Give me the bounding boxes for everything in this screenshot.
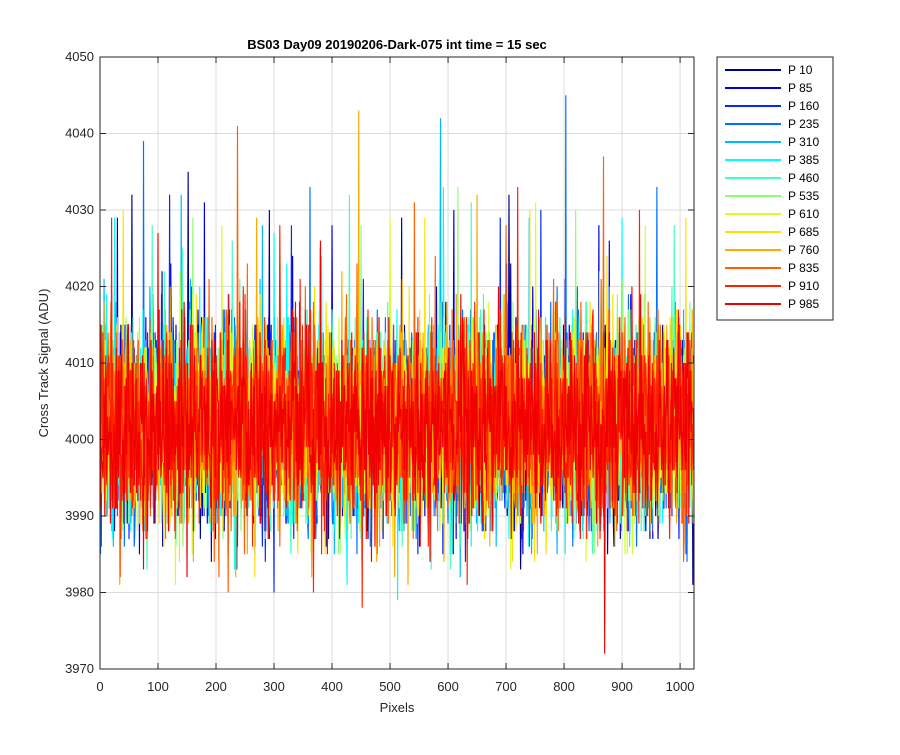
y-tick-label: 4030 (65, 202, 94, 217)
y-tick-label: 3990 (65, 508, 94, 523)
legend-label: P 910 (788, 279, 819, 293)
x-axis-label: Pixels (380, 700, 415, 715)
y-tick-label: 4000 (65, 432, 94, 447)
legend-item: P 10 (725, 63, 813, 77)
legend-label: P 10 (788, 63, 813, 77)
legend-label: P 685 (788, 225, 819, 239)
legend-label: P 160 (788, 99, 819, 113)
legend-label: P 535 (788, 189, 819, 203)
y-tick-label: 3970 (65, 661, 94, 676)
legend-item: P 460 (725, 171, 819, 185)
legend-item: P 85 (725, 81, 813, 95)
legend-label: P 460 (788, 171, 819, 185)
legend-item: P 535 (725, 189, 819, 203)
series-line-p-910 (100, 187, 694, 608)
x-tick-label: 300 (263, 679, 285, 694)
x-tick-label: 900 (611, 679, 633, 694)
legend-label: P 235 (788, 117, 819, 131)
y-tick-label: 4040 (65, 126, 94, 141)
x-tick-label: 600 (437, 679, 459, 694)
legend-item: P 760 (725, 243, 819, 257)
legend-item: P 835 (725, 261, 819, 275)
legend-item: P 160 (725, 99, 819, 113)
x-tick-label: 100 (147, 679, 169, 694)
legend-box (716, 56, 834, 321)
legend-label: P 610 (788, 207, 819, 221)
x-tick-label: 0 (96, 679, 103, 694)
legend-item: P 385 (725, 153, 819, 167)
legend-label: P 835 (788, 261, 819, 275)
legend-item: P 610 (725, 207, 819, 221)
legend-label: P 85 (788, 81, 813, 95)
x-tick-label: 500 (379, 679, 401, 694)
legend-item: P 985 (725, 297, 819, 311)
chart-title: BS03 Day09 20190206-Dark-075 int time = … (247, 37, 547, 52)
legend-label: P 385 (788, 153, 819, 167)
legend-item: P 310 (725, 135, 819, 149)
legend-label: P 310 (788, 135, 819, 149)
axis-ticks: 0 100 200 300 400 500 600 700 800 900 1000 3970 3980… (65, 49, 694, 694)
legend-label: P 760 (788, 243, 819, 257)
y-axis-label: Cross Track Signal (ADU) (36, 289, 51, 438)
legend-item: P 685 (725, 225, 819, 239)
y-tick-label: 4010 (65, 355, 94, 370)
legend-item: P 910 (725, 279, 819, 293)
y-tick-label: 4020 (65, 279, 94, 294)
series-line-p-985 (100, 232, 694, 654)
x-tick-label: 700 (495, 679, 517, 694)
x-tick-label: 400 (321, 679, 343, 694)
legend: P 10 P 85 P 160 P 235 P 310 P 385 P 460 P 535 P … (716, 56, 834, 321)
x-tick-label: 200 (205, 679, 227, 694)
x-tick-label: 1000 (666, 679, 695, 694)
x-tick-label: 800 (553, 679, 575, 694)
y-tick-label: 4050 (65, 49, 94, 64)
series-group (100, 95, 694, 654)
legend-label: P 985 (788, 297, 819, 311)
legend-item: P 235 (725, 117, 819, 131)
y-tick-label: 3980 (65, 585, 94, 600)
